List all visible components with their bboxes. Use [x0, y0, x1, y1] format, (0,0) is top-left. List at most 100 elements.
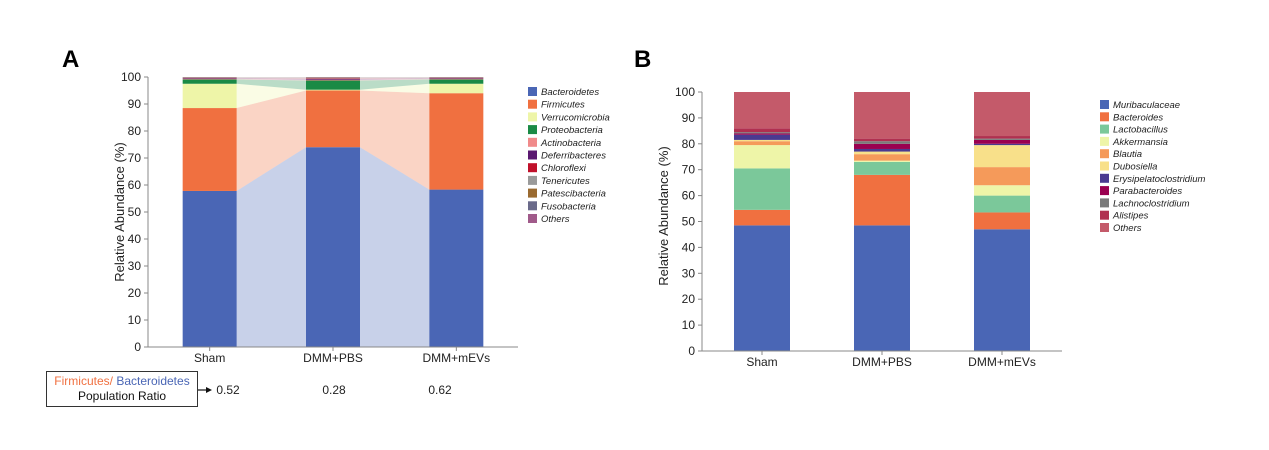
panel-b-bar-dmm-mevs-muribaculaceae	[974, 229, 1030, 351]
panel-a-legend-swatch-actinobacteria	[528, 137, 537, 147]
panel-a-bar-dmm-pbs-verrucomicrobia	[306, 89, 360, 91]
panel-b-legend-label-muribaculaceae: Muribaculaceae	[1113, 100, 1180, 111]
panel-b-bar-sham-muribaculaceae	[734, 225, 790, 351]
panel-a-bar-sham-actinobacteria	[182, 78, 237, 80]
panel-b-bar-dmm-mevs-alistipes	[974, 136, 1030, 139]
panel-a-legend-label-others: Others	[541, 214, 570, 225]
panel-a-y-tick-100: 100	[121, 70, 141, 84]
panel-a-bar-dmm-mevs-proteobacteria	[429, 79, 484, 84]
panel-b-bar-dmm-pbs-dubosiella	[854, 151, 910, 155]
panel-b-letter: B	[634, 46, 651, 73]
panel-a-flow-tenericutes-1	[360, 77, 430, 79]
panel-a-legend-swatch-fusobacteria	[528, 201, 537, 211]
panel-b-bar-dmm-mevs-erysipelatoclostridium	[974, 143, 1030, 146]
panel-a-bar-dmm-pbs-actinobacteria	[306, 79, 360, 81]
panel-a-letter: A	[62, 46, 79, 73]
panel-b-bar-sham-lachnoclostridium	[734, 132, 790, 134]
panel-a-bar-dmm-mevs-deferribacteres	[429, 78, 484, 79]
panel-a-legend-label-fusobacteria: Fusobacteria	[541, 201, 596, 212]
panel-a-flow-verrucomicrobia-0	[236, 83, 306, 109]
panel-a-legend-label-actinobacteria: Actinobacteria	[540, 138, 601, 149]
panel-b-legend-label-blautia: Blautia	[1113, 149, 1142, 160]
panel-a-flow-actinobacteria-0	[236, 78, 306, 81]
ratio-label-box: Firmicutes/ Bacteroidetes Population Rat…	[46, 371, 198, 407]
panel-a-bar-dmm-pbs-bacteroidetes	[306, 147, 360, 347]
panel-a-chart: 0 10 20 30 40 50 60 70 80 90 100 Sham DMM+PBS DMM+mEV…	[121, 70, 610, 365]
panel-b-bar-dmm-pbs	[854, 92, 910, 351]
panel-b-bar-dmm-mevs-blautia	[974, 167, 1030, 186]
panel-b-bar-dmm-mevs-bacteroides	[974, 212, 1030, 230]
panel-a-bar-sham	[182, 77, 237, 347]
panel-a-bar-dmm-pbs-deferribacteres	[306, 78, 360, 80]
panel-a-bar-dmm-pbs-tenericutes	[306, 77, 360, 79]
panel-b-bar-sham-parabacteroides	[734, 133, 790, 135]
panel-b-legend-swatch-erysipelatoclostridium	[1100, 173, 1109, 183]
panel-b-bar-dmm-pbs-lachnoclostridium	[854, 141, 910, 144]
panel-a-legend-swatch-others	[528, 214, 537, 223]
panel-a-flow-deferribacteres-1	[360, 78, 430, 80]
panel-a-flow-deferribacteres-0	[236, 78, 306, 80]
panel-b-legend-label-lachnoclostridium: Lachnoclostridium	[1113, 198, 1190, 209]
ratio-label-firmicutes: Firmicutes	[54, 374, 110, 388]
panel-b-legend-swatch-bacteroides	[1100, 112, 1109, 122]
panel-b-legend-swatch-akkermansia	[1100, 136, 1109, 146]
panel-a-bar-sham-verrucomicrobia	[182, 83, 237, 109]
panel-b-legend-swatch-blautia	[1100, 149, 1109, 159]
panel-b-bar-dmm-pbs-bacteroides	[854, 174, 910, 226]
panel-a-flow-bacteroidetes-0	[236, 147, 306, 347]
panel-a-flow-firmicutes-0	[236, 90, 306, 191]
panel-b-y-tick-90: 90	[682, 111, 696, 125]
panel-b-bar-sham-blautia	[734, 141, 790, 146]
panel-a-bar-dmm-pbs	[306, 77, 360, 347]
panel-a-x-tick-dmm-pbs: DMM+PBS	[303, 351, 363, 365]
panel-a-bar-sham-deferribacteres	[182, 78, 237, 79]
panel-a-bar-dmm-pbs-proteobacteria	[306, 80, 360, 90]
panel-b-bar-sham-bacteroides	[734, 209, 790, 226]
panel-a-y-tick-30: 30	[128, 259, 142, 273]
panel-a-x-tick-dmm-mevs: DMM+mEVs	[422, 351, 490, 365]
panel-b-bar-dmm-pbs-muribaculaceae	[854, 225, 910, 351]
panel-a-flow-chloroflexi-0	[236, 78, 306, 79]
panel-b-legend-label-parabacteroides: Parabacteroides	[1113, 186, 1182, 197]
panel-b-bar-dmm-pbs-lactobacillus	[854, 161, 910, 175]
panel-b-legend-swatch-muribaculaceae	[1100, 100, 1109, 109]
panel-a-y-tick-50: 50	[128, 205, 142, 219]
panel-b-legend-swatch-dubosiella	[1100, 161, 1109, 171]
panel-b-bar-dmm-pbs-akkermansia	[854, 160, 910, 162]
panel-a-legend-swatch-bacteroidetes	[528, 87, 537, 96]
panel-a-legend-swatch-chloroflexi	[528, 163, 537, 173]
panel-b-bar-dmm-pbs-parabacteroides	[854, 143, 910, 149]
panel-a-flow-bacteroidetes-1	[360, 147, 430, 347]
panel-a-bar-dmm-pbs-firmicutes	[306, 90, 360, 148]
panel-b-y-tick-0: 0	[688, 344, 695, 358]
panel-b-bar-sham	[734, 92, 790, 351]
ratio-value-dmm-pbs: 0.28	[322, 383, 346, 397]
panel-a-bar-sham-bacteroidetes	[182, 190, 237, 347]
panel-a-y-tick-80: 80	[128, 124, 142, 138]
panel-b-bar-sham-erysipelatoclostridium	[734, 134, 790, 140]
ratio-label-line1: Firmicutes/ Bacteroidetes	[47, 374, 197, 389]
panel-b-bar-sham-others	[734, 92, 790, 129]
panel-a-bar-dmm-mevs-bacteroidetes	[429, 189, 484, 347]
panel-a-bar-dmm-mevs-actinobacteria	[429, 78, 484, 80]
panel-b-bar-sham-dubosiella	[734, 139, 790, 142]
panel-b-y-tick-30: 30	[682, 266, 696, 280]
panel-a-y-tick-20: 20	[128, 286, 142, 300]
panel-b-legend-label-others: Others	[1113, 223, 1142, 234]
panel-a-bar-dmm-pbs-chloroflexi	[306, 78, 360, 79]
ratio-label-separator: /	[109, 374, 117, 388]
panel-b-legend-swatch-others	[1100, 223, 1109, 232]
panel-a-legend-swatch-firmicutes	[528, 99, 537, 109]
ratio-arrow-head	[206, 387, 212, 393]
panel-b-x-tick-dmm-mevs: DMM+mEVs	[968, 355, 1036, 369]
panel-b-y-tick-80: 80	[682, 137, 696, 151]
panel-b-y-tick-20: 20	[682, 292, 696, 306]
panel-b-y-tick-100: 100	[675, 85, 695, 99]
panel-a-flow-firmicutes-1	[360, 90, 430, 190]
panel-b-chart: 0 10 20 30 40 50 60 70 80 90 100 Sham DMM+PBS DMM+mEV…	[675, 85, 1206, 369]
panel-b-x-tick-dmm-pbs: DMM+PBS	[852, 355, 912, 369]
panel-b-legend-label-erysipelatoclostridium: Erysipelatoclostridium	[1113, 174, 1205, 185]
panel-b-bar-dmm-pbs-alistipes	[854, 138, 910, 142]
panel-b-legend-label-dubosiella: Dubosiella	[1113, 162, 1157, 173]
